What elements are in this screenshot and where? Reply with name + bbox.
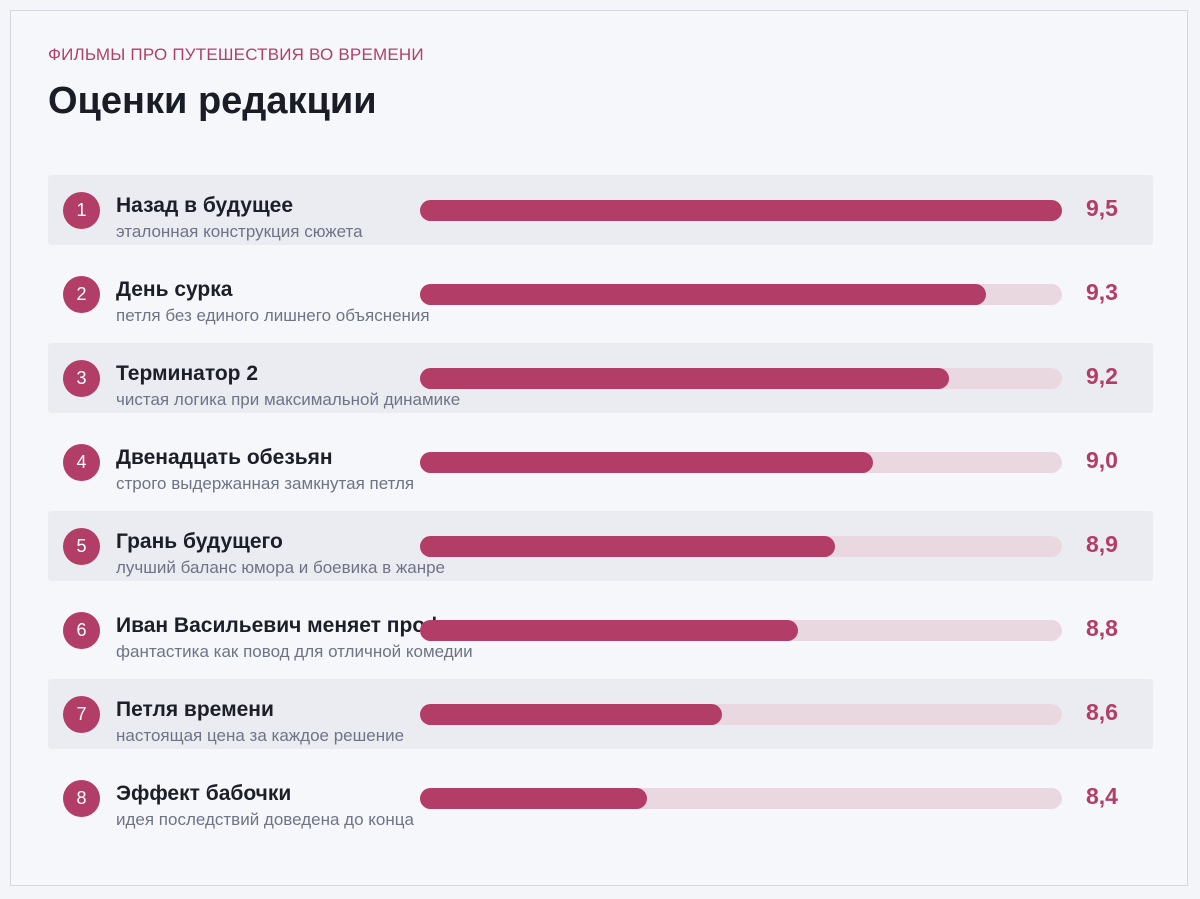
film-title: Двенадцать обезьян [116, 446, 333, 469]
rank-badge: 7 [63, 696, 100, 733]
bar [420, 452, 874, 473]
data-label: 9,5 [1086, 195, 1118, 221]
rank-badge: 6 [63, 612, 100, 649]
bar-track [420, 788, 1062, 809]
chart-row: 8 Эффект бабочки идея последствий доведена… [48, 763, 1153, 833]
film-note: чистая логика при максимальной динамике [116, 390, 461, 409]
chart-kicker: ФИЛЬМЫ ПРО ПУТЕШЕСТВИЯ ВО ВРЕМЕНИ [48, 45, 424, 64]
bar [420, 368, 949, 389]
data-label: 9,0 [1086, 447, 1118, 473]
bar-track [420, 704, 1062, 725]
bar-track [420, 536, 1062, 557]
bar-track [420, 284, 1062, 305]
bar-track [420, 620, 1062, 641]
film-title: День сурка [116, 278, 233, 301]
rank-badge: 4 [63, 444, 100, 481]
chart-row: 2 День сурка петля без единого лишнего объ… [48, 259, 1153, 329]
bar-track [420, 452, 1062, 473]
film-title: Петля времени [116, 698, 274, 721]
data-label: 9,3 [1086, 279, 1118, 305]
film-note: фантастика как повод для отличной комеди… [116, 642, 473, 661]
film-note: идея последствий доведена до конца [116, 810, 414, 829]
data-label: 8,9 [1086, 531, 1118, 557]
chart-row: 4 Двенадцать обезьян строго выдержанная за… [48, 427, 1153, 497]
bar [420, 284, 987, 305]
bar [420, 536, 836, 557]
chart-row: 1 Назад в будущее эталонная конструкция сю… [48, 175, 1153, 245]
film-note: строго выдержанная замкнутая петля [116, 474, 415, 493]
film-title: Назад в будущее [116, 194, 294, 217]
chart-row: 6 Иван Васильевич меняет профессию фантаст… [48, 595, 1153, 665]
data-label: 8,6 [1086, 699, 1118, 725]
rank-badge: 5 [63, 528, 100, 565]
data-label: 8,4 [1086, 783, 1118, 809]
rank-badge: 2 [63, 276, 100, 313]
film-note: лучший баланс юмора и боевика в жанре [116, 558, 446, 577]
chart-row: 3 Терминатор 2 чистая логика при максималь… [48, 343, 1153, 413]
film-title: Иван Васильевич меняет профессию [116, 614, 509, 637]
rank-badge: 3 [63, 360, 100, 397]
film-title: Терминатор 2 [116, 362, 258, 385]
film-note: эталонная конструкция сюжета [116, 222, 363, 241]
film-title: Грань будущего [116, 530, 283, 553]
bar [420, 788, 647, 809]
data-label: 9,2 [1086, 363, 1118, 389]
data-label: 8,8 [1086, 615, 1118, 641]
bar-track [420, 200, 1062, 221]
bar [420, 200, 1062, 221]
ranking-list: 1 Назад в будущее эталонная конструкция сю… [48, 175, 1153, 847]
rank-badge: 1 [63, 192, 100, 229]
film-note: петля без единого лишнего объяснения [116, 306, 430, 325]
chart-row: 7 Петля времени настоящая цена за каждое р… [48, 679, 1153, 749]
bar [420, 704, 723, 725]
chart-row: 5 Грань будущего лучший баланс юмора и бое… [48, 511, 1153, 581]
film-title: Эффект бабочки [116, 782, 292, 805]
bar [420, 620, 798, 641]
rank-badge: 8 [63, 780, 100, 817]
chart-title: Оценки редакции [48, 80, 377, 122]
film-note: настоящая цена за каждое решение [116, 726, 405, 745]
bar-track [420, 368, 1062, 389]
